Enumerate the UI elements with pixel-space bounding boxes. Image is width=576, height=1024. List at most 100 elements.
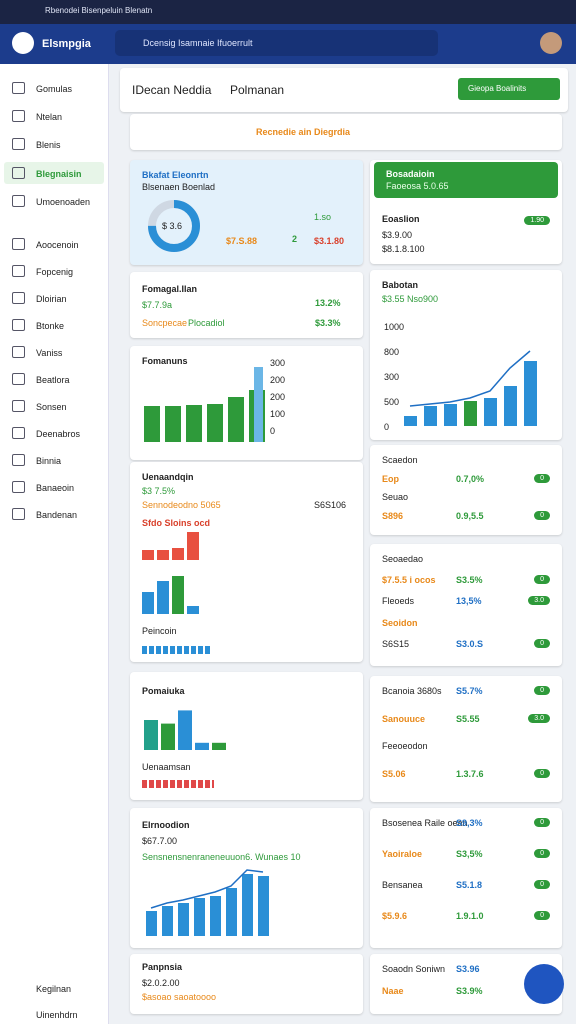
bar [165, 406, 181, 442]
bar [187, 532, 199, 560]
bar-card-2: Uenaandqin $3 7.5% Sennodeodno 5065 S6S106 S… [130, 462, 363, 662]
nav-item[interactable]: Blenis [36, 140, 61, 150]
decor [142, 780, 214, 788]
app-header: Elsmpgia Dcensig Isamnaie Ifuoerrult [0, 24, 576, 64]
nav-item[interactable]: Aoocenoin [36, 240, 79, 250]
nav-item[interactable]: Sonsen [36, 402, 67, 412]
nav-icon [12, 481, 25, 493]
text: Seoaedao [382, 554, 424, 564]
text: $8.1.8.100 [382, 244, 425, 254]
text: S3,5% [456, 849, 483, 859]
line [409, 350, 531, 407]
pill[interactable]: 0 [534, 911, 550, 920]
text: Blsenaen Boenlad [142, 182, 216, 192]
nav-item[interactable]: Binnia [36, 456, 62, 466]
nav-item[interactable]: Bandenan [36, 510, 78, 520]
text: 300 [270, 358, 286, 368]
nav-icon [12, 265, 25, 277]
text: Bosadaioin [386, 169, 435, 179]
bar [178, 903, 189, 936]
nav-item[interactable]: Fopcenig [36, 267, 74, 277]
nav-icon [12, 138, 25, 150]
text: $7.S.88 [226, 236, 258, 246]
pill[interactable]: 3.0 [528, 713, 550, 723]
text: $2.0.2.00 [142, 978, 180, 988]
pill[interactable]: 0 [534, 880, 550, 889]
banner [374, 162, 558, 198]
text: $3.1.80 [314, 236, 345, 246]
text: 100 [270, 409, 286, 419]
nav-item[interactable]: Umoenoaden [36, 197, 91, 207]
tab-title[interactable]: Rbenodei Bisenpeluin Blenatn [45, 6, 153, 15]
text: Bkafat Eleonrtn [142, 170, 209, 180]
nav-footer[interactable]: Kegilnan [36, 984, 72, 994]
list-card: Seoaedao $7.5.5 i ocos S3.5% 0 Fleoeds 13,5% 3… [370, 544, 562, 666]
chart [146, 869, 269, 936]
nav-footer2[interactable]: Uinenhdrn [36, 1010, 78, 1020]
pill[interactable]: 0 [534, 510, 550, 520]
text: 13,5% [456, 596, 482, 607]
logo[interactable] [12, 32, 34, 54]
pill[interactable]: 0 [534, 473, 550, 483]
nav-item[interactable]: Ntelan [36, 112, 63, 122]
chart [404, 350, 537, 426]
text: $3.55 Nso900 [382, 294, 439, 304]
action-button[interactable]: Gieopa Boalinits [458, 78, 560, 100]
bar [142, 592, 154, 614]
list-card: Scaedon Eop 0.7,0% 0 Seuao S896 0.9,5.5 0 [370, 445, 562, 535]
bar [162, 906, 173, 936]
pill[interactable]: 0 [534, 768, 550, 778]
pill[interactable]: 3.0 [528, 596, 550, 606]
text: 200 [270, 392, 286, 402]
active-item [4, 162, 104, 184]
bar [178, 710, 192, 750]
avatar[interactable] [540, 32, 562, 54]
pill[interactable]: 1.90 [524, 216, 550, 225]
page-subtitle: Polmanan [230, 83, 285, 97]
nav-icon [12, 508, 25, 520]
nav-item[interactable]: Banaeoin [36, 483, 75, 493]
text: Sennodeodno 5065 [142, 500, 221, 510]
nav-item[interactable]: Beatlora [36, 375, 70, 385]
text: Eoaslion [382, 214, 420, 224]
decor [142, 646, 212, 654]
pill[interactable]: 0 [534, 638, 550, 648]
text: Bsosenea Raile oean [382, 818, 468, 828]
filter[interactable]: Recnedie ain Diegrdia [130, 114, 562, 150]
pill[interactable]: 0 [534, 686, 550, 695]
nav-icon [12, 82, 25, 94]
browser-bar: Rbenodei Bisenpeluin Blenatn [0, 0, 576, 24]
pill[interactable]: 0 [534, 849, 550, 858]
text: Uenaamsan [142, 762, 191, 772]
nav-item[interactable]: Vaniss [36, 348, 63, 358]
nav-item[interactable]: Blegnaisin [36, 169, 82, 179]
page-title: IDecan Neddia [132, 83, 212, 97]
bar [226, 888, 237, 936]
text: 0.9,5.5 [456, 510, 484, 521]
nav-item[interactable]: Gomulas [36, 84, 73, 94]
chart [142, 532, 199, 614]
search-box[interactable]: Dcensig Isamnaie Ifuoerrult [115, 30, 438, 56]
text: S896 [382, 510, 404, 521]
nav-item[interactable]: Btonke [36, 321, 65, 331]
text: S3.9% [456, 986, 483, 996]
text: 300 [384, 372, 400, 382]
bar [464, 401, 477, 426]
pill[interactable]: 0 [534, 818, 550, 827]
bar [228, 397, 244, 442]
chart [144, 710, 226, 750]
nav-item[interactable]: Deenabros [36, 429, 81, 439]
nav-icon [12, 373, 25, 385]
nav-item[interactable]: Dloirian [36, 294, 67, 304]
pill[interactable]: 0 [534, 575, 550, 585]
chart [148, 200, 200, 252]
fab[interactable] [524, 964, 564, 1004]
text: Panpnsia [142, 962, 183, 972]
text: 500 [384, 397, 400, 407]
nav-icon [12, 167, 25, 179]
text: 0.7,0% [456, 473, 485, 484]
text: Bcanoia 3680s [382, 686, 442, 696]
nav-icon [12, 195, 25, 207]
bar [146, 911, 157, 936]
text: Seuao [382, 492, 409, 502]
